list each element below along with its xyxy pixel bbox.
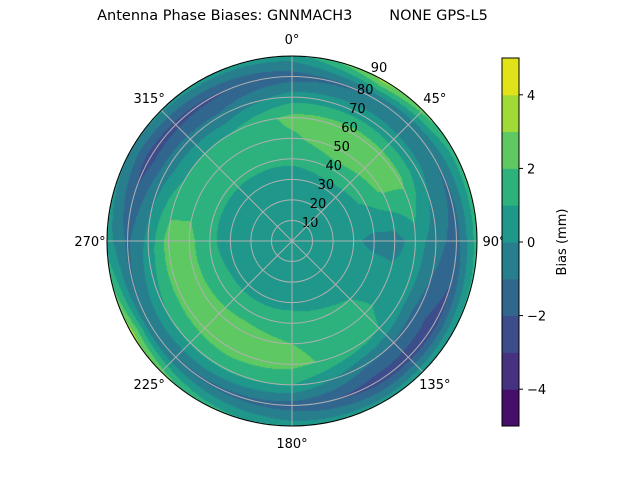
colorbar: −4 −2 0 2 4 Bias (mm) xyxy=(501,57,570,427)
angular-gridline xyxy=(291,240,424,373)
radial-tick-label: 20 xyxy=(310,197,327,212)
colorbar-tick-label: 4 xyxy=(527,89,535,104)
angular-tick-label: 180° xyxy=(276,437,307,452)
colorbar-band xyxy=(502,205,519,243)
angular-tick-label: 45° xyxy=(423,92,446,107)
angular-tick-label: 225° xyxy=(134,378,165,393)
polar-frame xyxy=(106,55,478,427)
colorbar-band xyxy=(502,278,519,317)
angular-gridline xyxy=(160,240,293,373)
angular-tick-label: 0° xyxy=(285,33,300,48)
colorbar-band xyxy=(502,94,519,133)
colorbar-tick-label: 0 xyxy=(527,236,535,251)
radial-tick-label: 30 xyxy=(318,178,335,193)
chart-title: Antenna Phase Biases: GNNMACH3 NONE GPS-… xyxy=(97,8,488,24)
colorbar-band xyxy=(502,131,519,169)
angular-tick-label: 270° xyxy=(74,235,105,250)
angular-tick-label: 135° xyxy=(419,378,450,393)
angular-gridline xyxy=(291,109,424,242)
angular-tick-label: 90° xyxy=(482,235,505,250)
radial-tick-label: 70 xyxy=(349,102,366,117)
colorbar-band xyxy=(502,315,519,353)
colorbar-band xyxy=(502,58,519,96)
colorbar-band xyxy=(502,168,519,206)
angular-gridline xyxy=(160,109,293,242)
radial-tick-label: 60 xyxy=(341,121,358,136)
colorbar-tick-label: 2 xyxy=(527,162,535,177)
colorbar-band xyxy=(502,352,519,390)
colorbar-tick-label: −2 xyxy=(527,310,546,325)
colorbar-tick-label: −4 xyxy=(527,383,546,398)
colorbar-label: Bias (mm) xyxy=(555,209,570,276)
radial-tick-label: 50 xyxy=(333,140,350,155)
angular-tick-label: 315° xyxy=(134,92,165,107)
radial-tick-label: 80 xyxy=(357,83,374,98)
colorbar-band xyxy=(502,242,519,280)
radial-tick-label: 40 xyxy=(325,159,342,174)
radial-tick-label: 90 xyxy=(371,61,388,76)
colorbar-band xyxy=(502,389,519,427)
